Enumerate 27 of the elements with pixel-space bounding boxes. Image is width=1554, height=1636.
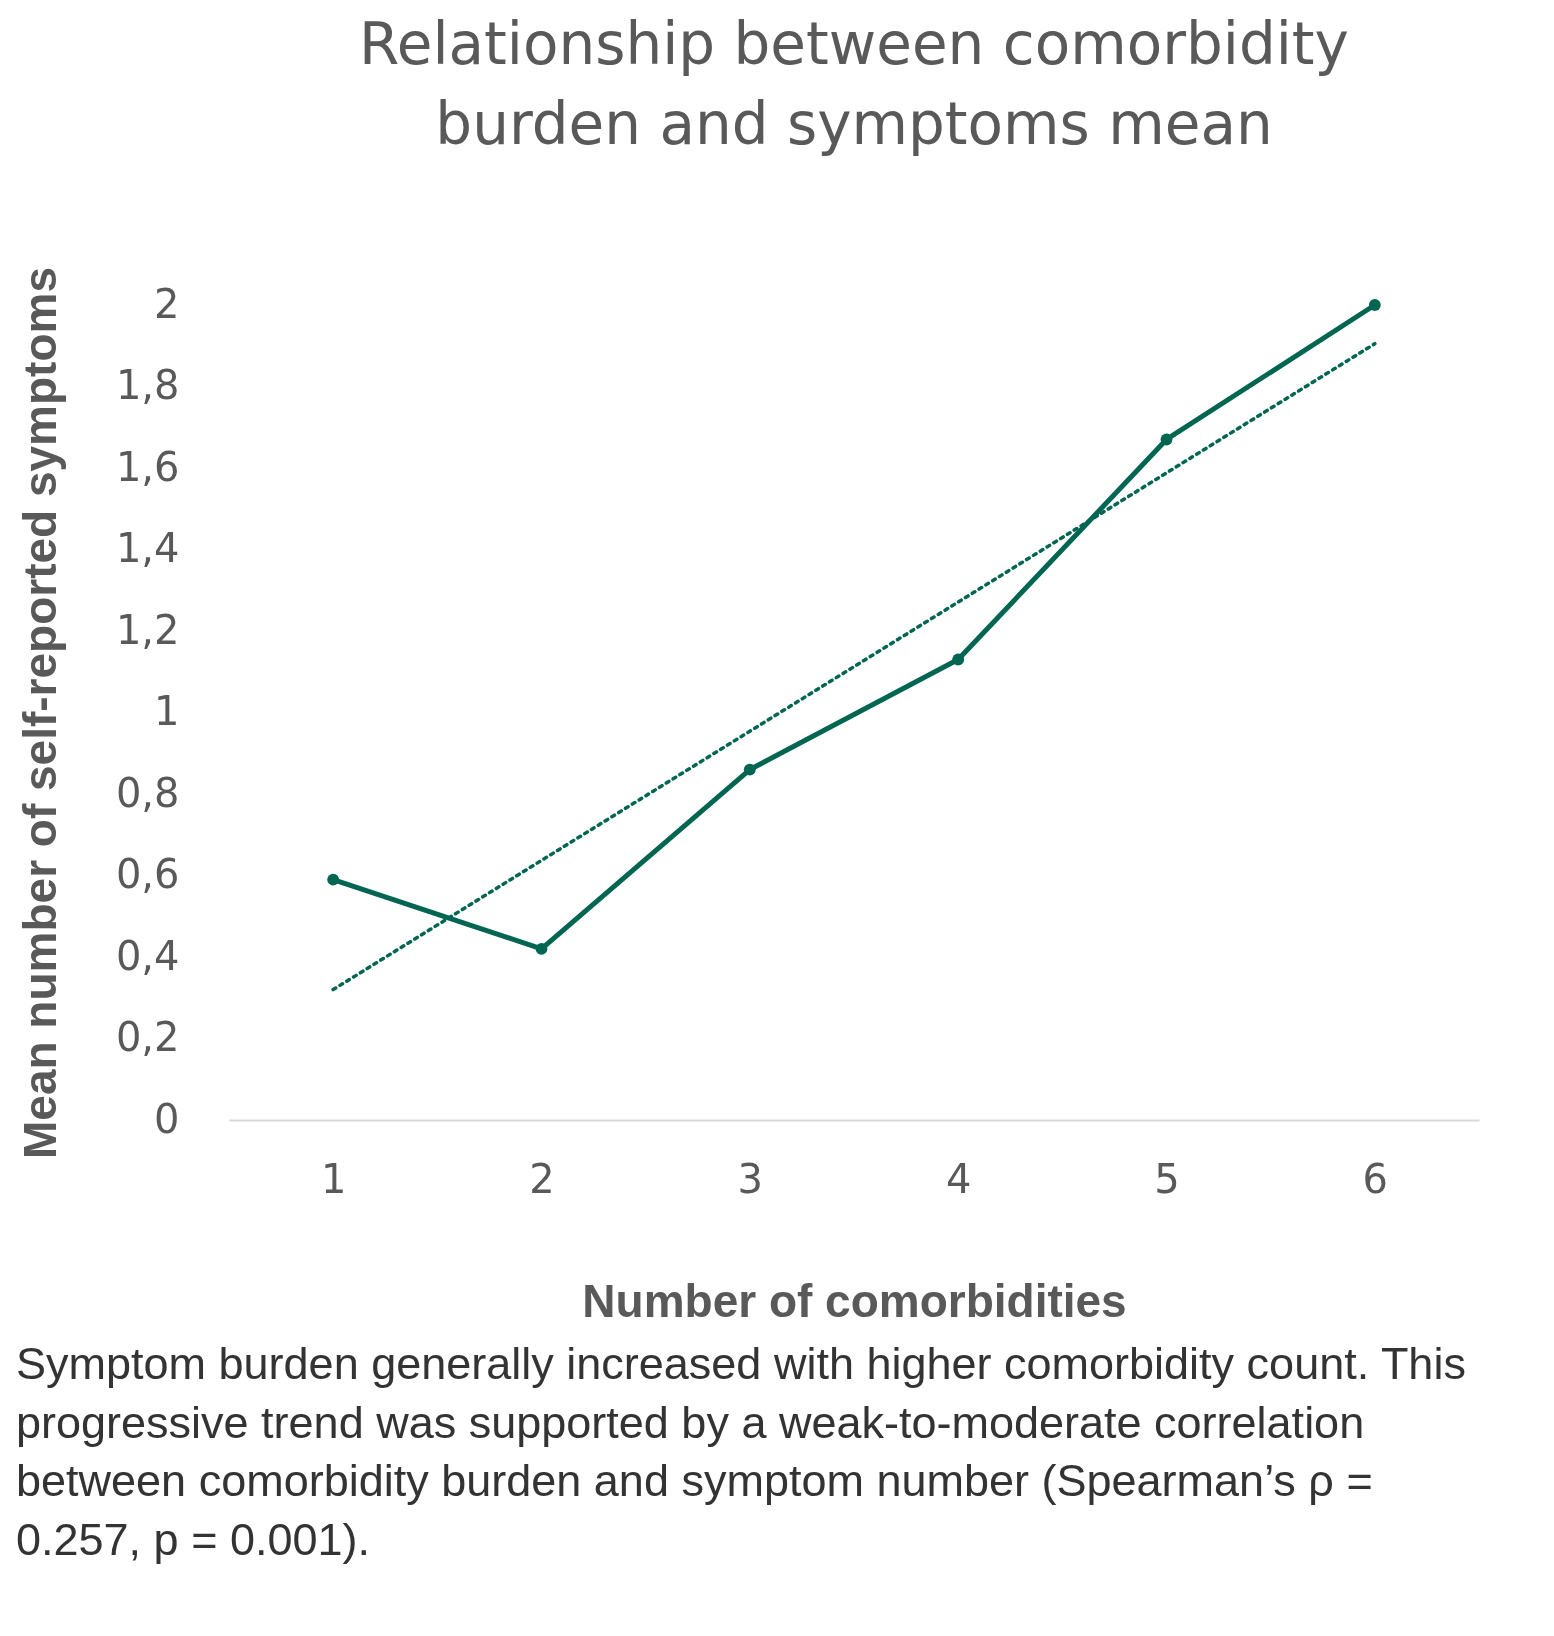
y-tick-label: 1,8 (115, 362, 180, 408)
y-tick-label: 0,8 (115, 769, 180, 816)
x-tick-label: 3 (737, 1155, 764, 1202)
point (1160, 433, 1173, 446)
x-axis-title: Number of comorbidities (582, 1274, 1127, 1327)
x-tick-label: 5 (1154, 1155, 1180, 1202)
x-tick-label: 2 (529, 1155, 555, 1202)
x-tick-label: 6 (1362, 1155, 1389, 1202)
y-tick-label: 1 (154, 688, 180, 734)
y-axis-title: Mean number of self-reported symptoms (13, 266, 66, 1160)
point (535, 942, 548, 955)
x-tick-label: 4 (945, 1155, 972, 1202)
point (1368, 299, 1381, 311)
text: Symptom burden generally increased with higher comorbidity count. This progressive trend was supported by a weak-to-moderate correlation between comorbidity burden and symptom number (Spearman’s ρ = 0.257, p = 0.001). (16, 1337, 1467, 1567)
y-tick-label: 1,4 (115, 525, 180, 571)
y-tick-label: 0,2 (115, 1014, 180, 1060)
point (327, 873, 340, 886)
y-tick-label: 0 (154, 1095, 180, 1142)
y-tick-label: 1,2 (115, 606, 180, 653)
chart-title: Relationship between comorbidity burden and symptoms mean (359, 10, 1349, 159)
y-tick-label: 0,6 (115, 851, 180, 897)
x-tick-label: 1 (320, 1155, 347, 1202)
y-tick-label: 0,4 (115, 932, 180, 979)
y-tick-label: 2 (154, 280, 180, 327)
point (743, 763, 756, 776)
point (952, 653, 965, 666)
y-tick-label: 1,6 (115, 443, 180, 490)
